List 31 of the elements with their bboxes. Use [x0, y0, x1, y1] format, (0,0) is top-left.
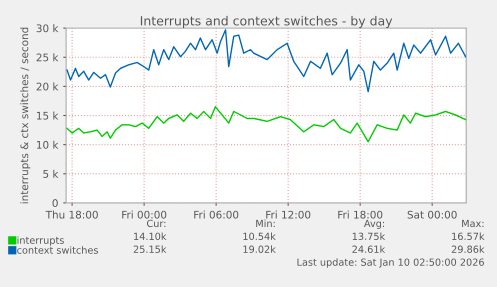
legend-label: context switches	[17, 246, 98, 254]
x-tick-label: Thu 18:00	[46, 210, 98, 219]
text: 16.57k	[452, 232, 485, 240]
y-tick-label: 30 k	[36, 24, 58, 32]
x-tick-label: Fri 12:00	[266, 210, 310, 219]
y-tick-label: 5 k	[43, 170, 58, 178]
legend-label: interrupts	[18, 236, 64, 246]
text: Min:	[256, 220, 275, 227]
chart-title: Interrupts and context switches - by day	[140, 16, 392, 28]
x-tick-label: Fri 18:00	[338, 210, 382, 219]
y-axis-title: interrupts & ctx switches / second	[20, 28, 30, 204]
text: Max:	[462, 220, 484, 228]
text: 24.61k	[352, 245, 386, 253]
text: 14.10k	[134, 232, 166, 240]
y-tick-label: 20 k	[36, 82, 58, 90]
y-tick-label: 10 k	[37, 140, 58, 149]
text: 10.54k	[243, 232, 276, 240]
x-tick-label: Fri 00:00	[122, 210, 166, 219]
line-series	[66, 106, 466, 142]
y-tick-label: 25 k	[36, 53, 58, 62]
text: Cur:	[146, 220, 166, 228]
x-tick-label: Fri 06:00	[194, 210, 238, 219]
text: 25.15k	[134, 245, 166, 253]
x-tick-label: Sat 00:00	[408, 210, 457, 219]
text: Avg:	[364, 220, 384, 229]
text: 13.75k	[352, 232, 386, 240]
y-tick-label: 15 k	[37, 112, 58, 120]
text: Last update: Sat Jan 10 02:50:00 2026	[298, 258, 484, 268]
y-tick-label: 0	[52, 199, 58, 208]
text: 29.86k	[452, 245, 485, 253]
text: 19.02k	[243, 245, 276, 253]
